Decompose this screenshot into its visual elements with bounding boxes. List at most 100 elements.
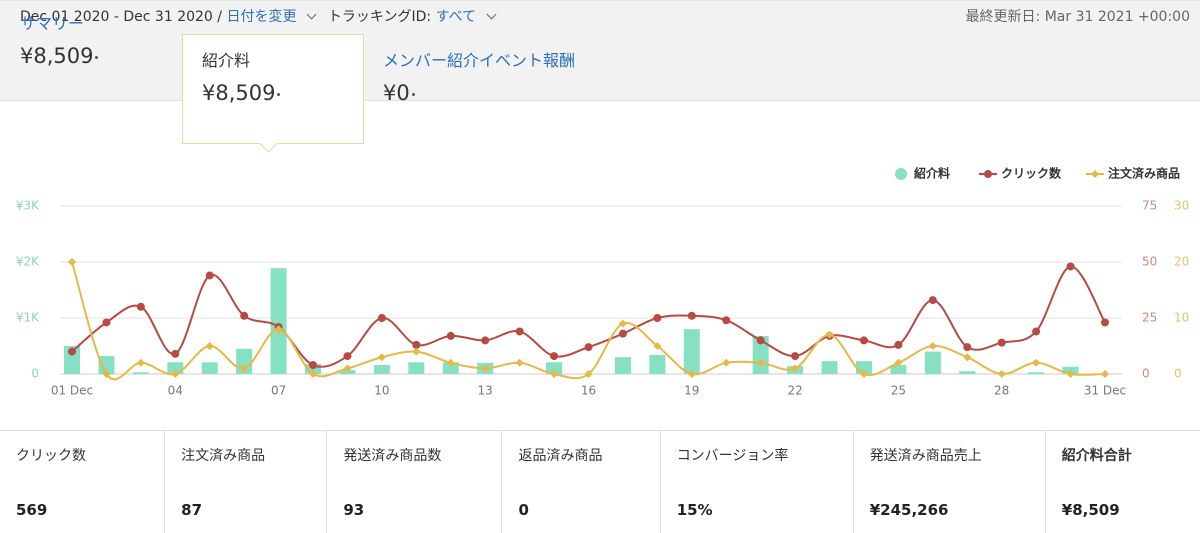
bar xyxy=(98,356,115,374)
point xyxy=(446,358,455,367)
bar xyxy=(442,362,459,374)
x-tick-label: 13 xyxy=(478,384,493,398)
tick-label: 0 xyxy=(31,367,39,381)
date-filter: Dec 01 2020 - Dec 31 2020 / 日付を変更 トラッキング… xyxy=(20,6,503,26)
point xyxy=(618,319,627,328)
bar xyxy=(1028,372,1045,374)
last-updated: 最終更新日: Mar 31 2021 +00:00 xyxy=(965,9,1190,25)
stat: クリック数 569 xyxy=(0,431,164,533)
legend-label: クリック数 xyxy=(1001,166,1062,181)
legend-marker xyxy=(895,168,907,180)
tick-label: 20 xyxy=(1174,255,1189,269)
point xyxy=(68,347,76,356)
point xyxy=(550,352,559,361)
x-tick-label: 16 xyxy=(581,384,596,398)
point xyxy=(722,316,731,325)
point xyxy=(1101,318,1109,327)
point xyxy=(859,336,868,345)
point xyxy=(653,342,662,350)
tab-value: ¥0 xyxy=(383,81,410,105)
bar xyxy=(132,372,149,374)
point xyxy=(1032,358,1041,367)
tab[interactable]: 紹介料 ¥8,509 xyxy=(202,47,281,105)
tick-label: 50 xyxy=(1142,255,1157,269)
point xyxy=(584,370,593,378)
stat-label: クリック数 xyxy=(16,448,86,464)
point xyxy=(481,364,490,373)
stat-value: 569 xyxy=(16,501,48,519)
stat-label: 発送済み商品売上 xyxy=(869,448,982,464)
bar xyxy=(408,362,425,374)
legend-label: 紹介料 xyxy=(914,166,950,181)
legend-label: 注文済み商品 xyxy=(1108,166,1180,181)
stat: 紹介料合計 ¥8,509 xyxy=(1044,431,1200,533)
x-tick-label: 28 xyxy=(994,384,1009,398)
stat: 発送済み商品数 93 xyxy=(326,431,501,533)
tick-label: ¥2K xyxy=(16,255,40,269)
x-tick-label: 01 Dec xyxy=(51,384,93,398)
tab-bar: サマリー ¥8,509 xyxy=(0,0,1200,101)
x-tick-label: 25 xyxy=(891,384,906,398)
stat: 返品済み商品 0 xyxy=(501,431,659,533)
point xyxy=(102,370,111,378)
bar xyxy=(924,351,941,374)
tab[interactable]: サマリー ¥8,509 xyxy=(20,10,99,68)
legend-marker xyxy=(984,170,992,178)
point xyxy=(309,370,318,378)
point xyxy=(481,336,490,345)
tracking-label: トラッキングID: xyxy=(327,9,432,25)
date-range: Dec 01 2020 - Dec 31 2020 / xyxy=(20,9,222,25)
point xyxy=(412,347,421,356)
bar xyxy=(959,371,976,374)
point xyxy=(343,364,352,373)
point xyxy=(1066,262,1075,271)
selected-tab[interactable] xyxy=(182,34,364,144)
point xyxy=(1032,327,1041,336)
point xyxy=(791,364,800,373)
point xyxy=(171,370,180,378)
point xyxy=(550,370,559,378)
stat-label: 注文済み商品 xyxy=(181,448,266,464)
point xyxy=(515,358,524,367)
point xyxy=(791,352,800,361)
stat-value: ¥245,266 xyxy=(869,501,949,519)
point xyxy=(205,342,214,350)
bar xyxy=(890,365,907,374)
point xyxy=(825,330,834,339)
point xyxy=(859,370,868,378)
stats-row: クリック数 569 注文済み商品 87 発送済み商品数 93 返品済み商品 0 コンバージョン率… xyxy=(0,430,1200,533)
x-tick-label: 19 xyxy=(684,384,699,398)
tracking-select[interactable]: すべて xyxy=(435,9,477,25)
point xyxy=(894,358,903,367)
tick-label: ¥1K xyxy=(16,311,40,325)
bar xyxy=(167,362,184,374)
point xyxy=(309,361,318,370)
point xyxy=(1101,370,1109,378)
stat-value: 87 xyxy=(181,501,203,519)
bar xyxy=(821,361,838,374)
bar xyxy=(373,365,390,374)
tick-label: ¥3K xyxy=(16,199,40,213)
point xyxy=(343,352,352,361)
tab[interactable]: メンバー紹介イベント報酬 ¥0 xyxy=(383,47,575,105)
point xyxy=(377,353,386,362)
bar xyxy=(649,354,666,374)
point xyxy=(928,342,937,350)
tick-label: 75 xyxy=(1142,199,1157,213)
stat-label: 発送済み商品数 xyxy=(343,448,442,464)
point xyxy=(171,349,180,358)
point xyxy=(618,329,627,338)
stat-value: 0 xyxy=(518,501,529,519)
change-date-link[interactable]: 日付を変更 xyxy=(226,9,297,25)
bar xyxy=(64,346,80,374)
point xyxy=(928,296,937,305)
stat: 発送済み商品売上 ¥245,266 xyxy=(852,431,1045,533)
point xyxy=(997,370,1006,378)
stat: 注文済み商品 87 xyxy=(164,431,326,533)
point xyxy=(240,311,249,320)
point xyxy=(997,338,1006,347)
bar xyxy=(614,357,631,374)
line xyxy=(71,265,1106,368)
stat: コンバージョン率 15% xyxy=(659,431,853,533)
